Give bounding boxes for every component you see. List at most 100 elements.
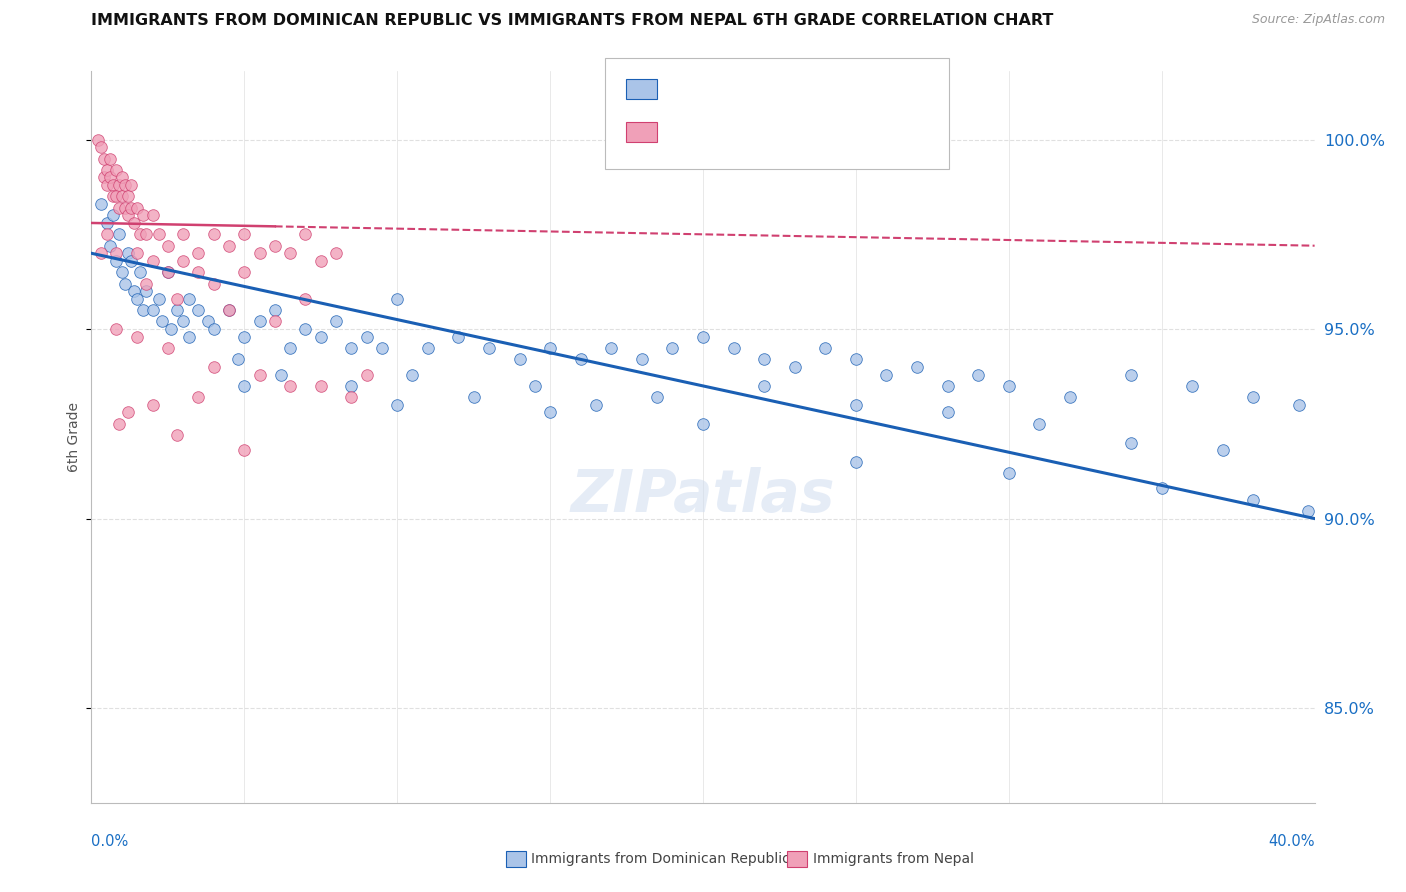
- Point: [135, 277, 157, 291]
- Point: [264, 238, 287, 252]
- Point: [218, 303, 240, 318]
- Point: [783, 359, 806, 374]
- Point: [202, 322, 225, 336]
- Point: [249, 246, 271, 260]
- Point: [132, 303, 155, 318]
- Point: [936, 379, 959, 393]
- Point: [127, 329, 149, 343]
- Point: [179, 329, 201, 343]
- Point: [340, 341, 363, 355]
- Point: [104, 322, 127, 336]
- Point: [754, 379, 776, 393]
- Point: [122, 284, 145, 298]
- Point: [114, 178, 136, 192]
- Point: [129, 265, 152, 279]
- Point: [416, 341, 439, 355]
- Point: [309, 253, 332, 268]
- Point: [1181, 379, 1204, 393]
- Point: [998, 466, 1021, 480]
- Point: [104, 246, 127, 260]
- Point: [172, 227, 194, 242]
- Point: [127, 201, 149, 215]
- Point: [120, 253, 142, 268]
- Point: [233, 329, 256, 343]
- Point: [187, 265, 209, 279]
- Point: [385, 292, 409, 306]
- Point: [340, 379, 363, 393]
- Point: [104, 189, 127, 203]
- Point: [117, 405, 139, 419]
- Point: [278, 341, 301, 355]
- Point: [278, 379, 301, 393]
- Point: [845, 398, 868, 412]
- Point: [160, 322, 183, 336]
- Point: [90, 246, 112, 260]
- Point: [202, 227, 225, 242]
- Point: [1121, 435, 1143, 450]
- Point: [905, 359, 928, 374]
- Text: Source: ZipAtlas.com: Source: ZipAtlas.com: [1251, 13, 1385, 27]
- Point: [478, 341, 501, 355]
- Point: [117, 246, 139, 260]
- Point: [86, 132, 108, 146]
- Point: [104, 253, 127, 268]
- Point: [141, 303, 163, 318]
- Point: [294, 322, 316, 336]
- Point: [264, 314, 287, 328]
- Text: 0.0%: 0.0%: [91, 834, 128, 849]
- Point: [509, 352, 531, 367]
- Point: [93, 170, 115, 185]
- Text: ZIPatlas: ZIPatlas: [571, 467, 835, 524]
- Point: [278, 246, 301, 260]
- Point: [1243, 390, 1265, 404]
- Point: [108, 201, 131, 215]
- Point: [135, 227, 157, 242]
- Point: [998, 379, 1021, 393]
- Point: [325, 314, 347, 328]
- Point: [218, 238, 240, 252]
- Point: [135, 284, 157, 298]
- Point: [569, 352, 592, 367]
- Point: [179, 292, 201, 306]
- Point: [875, 368, 898, 382]
- Point: [98, 170, 121, 185]
- Point: [148, 292, 170, 306]
- Point: [325, 246, 347, 260]
- Point: [127, 246, 149, 260]
- Point: [226, 352, 249, 367]
- Text: 40.0%: 40.0%: [1268, 834, 1315, 849]
- Point: [96, 227, 118, 242]
- Point: [141, 398, 163, 412]
- Point: [120, 201, 142, 215]
- Y-axis label: 6th Grade: 6th Grade: [67, 402, 82, 472]
- Point: [148, 227, 170, 242]
- Point: [1243, 492, 1265, 507]
- Text: IMMIGRANTS FROM DOMINICAN REPUBLIC VS IMMIGRANTS FROM NEPAL 6TH GRADE CORRELATIO: IMMIGRANTS FROM DOMINICAN REPUBLIC VS IM…: [91, 13, 1053, 29]
- Point: [101, 189, 124, 203]
- Point: [631, 352, 654, 367]
- Point: [1150, 481, 1173, 495]
- Point: [340, 390, 363, 404]
- Point: [101, 208, 124, 222]
- Point: [967, 368, 990, 382]
- Point: [156, 341, 179, 355]
- Point: [96, 216, 118, 230]
- Point: [233, 443, 256, 458]
- Point: [233, 265, 256, 279]
- Point: [845, 455, 868, 469]
- Text: R = −0.076: R = −0.076: [665, 123, 755, 137]
- Point: [172, 314, 194, 328]
- Point: [385, 398, 409, 412]
- Point: [294, 292, 316, 306]
- Point: [264, 303, 287, 318]
- Point: [356, 368, 378, 382]
- Point: [538, 405, 561, 419]
- Point: [108, 227, 131, 242]
- Point: [90, 140, 112, 154]
- Point: [1028, 417, 1050, 431]
- Point: [233, 379, 256, 393]
- Point: [1298, 504, 1320, 518]
- Text: Immigrants from Dominican Republic: Immigrants from Dominican Republic: [531, 852, 790, 866]
- Point: [585, 398, 607, 412]
- Point: [132, 208, 155, 222]
